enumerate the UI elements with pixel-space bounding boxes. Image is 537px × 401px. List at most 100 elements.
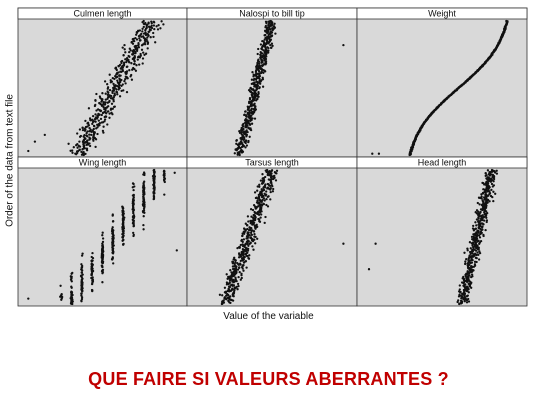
data-point	[256, 237, 259, 240]
data-point	[268, 169, 271, 173]
data-point	[113, 105, 116, 108]
data-point	[266, 205, 270, 208]
data-point	[146, 36, 149, 39]
data-point	[258, 220, 261, 223]
data-point	[251, 71, 254, 74]
data-point	[223, 296, 226, 299]
data-point	[86, 139, 89, 142]
data-point	[67, 142, 70, 145]
data-point	[231, 283, 234, 286]
data-point	[92, 137, 95, 141]
panel-title: Tarsus length	[245, 158, 299, 168]
data-point	[98, 101, 101, 105]
data-point	[233, 286, 236, 289]
data-point	[140, 48, 144, 51]
data-point	[239, 140, 243, 143]
data-point	[141, 57, 145, 60]
data-point	[83, 127, 86, 130]
data-point	[270, 183, 273, 187]
data-point	[495, 172, 499, 175]
data-point	[460, 299, 463, 302]
data-point	[259, 179, 263, 182]
data-point	[458, 302, 461, 305]
data-point	[106, 123, 109, 126]
data-point	[231, 260, 234, 263]
data-point	[476, 201, 479, 205]
data-point	[103, 80, 107, 83]
data-point	[76, 142, 79, 146]
data-point	[102, 106, 105, 109]
data-point	[471, 244, 474, 247]
data-point	[477, 196, 481, 199]
data-point	[240, 272, 243, 275]
data-point	[251, 110, 254, 114]
data-point	[264, 175, 267, 179]
data-point	[267, 195, 270, 198]
data-point	[270, 34, 274, 37]
data-point	[481, 199, 484, 202]
data-point	[249, 236, 253, 239]
data-point	[144, 52, 148, 55]
data-point	[79, 134, 83, 138]
data-point	[245, 144, 249, 147]
data-point	[138, 37, 141, 40]
data-point	[470, 273, 474, 276]
data-point	[146, 32, 149, 36]
data-point	[254, 69, 258, 72]
data-point	[139, 39, 142, 42]
data-point	[95, 109, 98, 112]
data-point	[69, 275, 72, 278]
data-point	[488, 200, 491, 203]
data-point	[256, 52, 259, 56]
data-point	[108, 99, 111, 103]
data-point	[33, 140, 37, 143]
data-point	[118, 63, 122, 67]
data-point	[80, 271, 83, 274]
data-point	[476, 251, 479, 254]
data-point	[107, 105, 110, 108]
data-point	[263, 38, 266, 41]
data-point	[137, 46, 141, 49]
data-point	[465, 258, 468, 261]
data-point	[155, 25, 158, 28]
data-point	[124, 75, 127, 78]
data-point	[371, 152, 374, 155]
data-point	[237, 284, 240, 288]
data-point	[225, 281, 229, 284]
data-point	[124, 58, 127, 61]
data-point	[242, 238, 246, 241]
data-point	[246, 223, 249, 227]
data-point	[88, 144, 92, 148]
data-point	[142, 215, 145, 218]
data-point	[487, 180, 490, 183]
data-point	[90, 262, 93, 265]
data-point	[88, 133, 91, 136]
data-point	[484, 228, 487, 232]
data-point	[247, 119, 250, 122]
data-point	[252, 230, 256, 233]
data-point	[117, 71, 120, 74]
data-point	[244, 146, 247, 149]
data-point	[482, 233, 485, 237]
panel-wing-length: Wing length	[17, 156, 188, 307]
data-point	[146, 47, 149, 50]
data-point	[273, 171, 277, 174]
data-point	[135, 64, 138, 67]
data-point	[481, 228, 484, 231]
data-point	[142, 51, 145, 54]
data-point	[101, 129, 105, 133]
data-point	[139, 52, 142, 56]
data-point	[162, 23, 165, 26]
data-point	[249, 127, 252, 130]
data-point	[145, 26, 148, 29]
data-point	[258, 64, 261, 67]
x-axis-label: Value of the variable	[223, 311, 314, 322]
data-point	[466, 270, 469, 273]
data-point	[150, 20, 153, 23]
data-point	[457, 299, 460, 302]
data-point	[236, 282, 240, 286]
data-point	[243, 130, 247, 133]
data-point	[264, 33, 267, 37]
data-point	[124, 51, 127, 54]
data-point	[245, 129, 248, 132]
